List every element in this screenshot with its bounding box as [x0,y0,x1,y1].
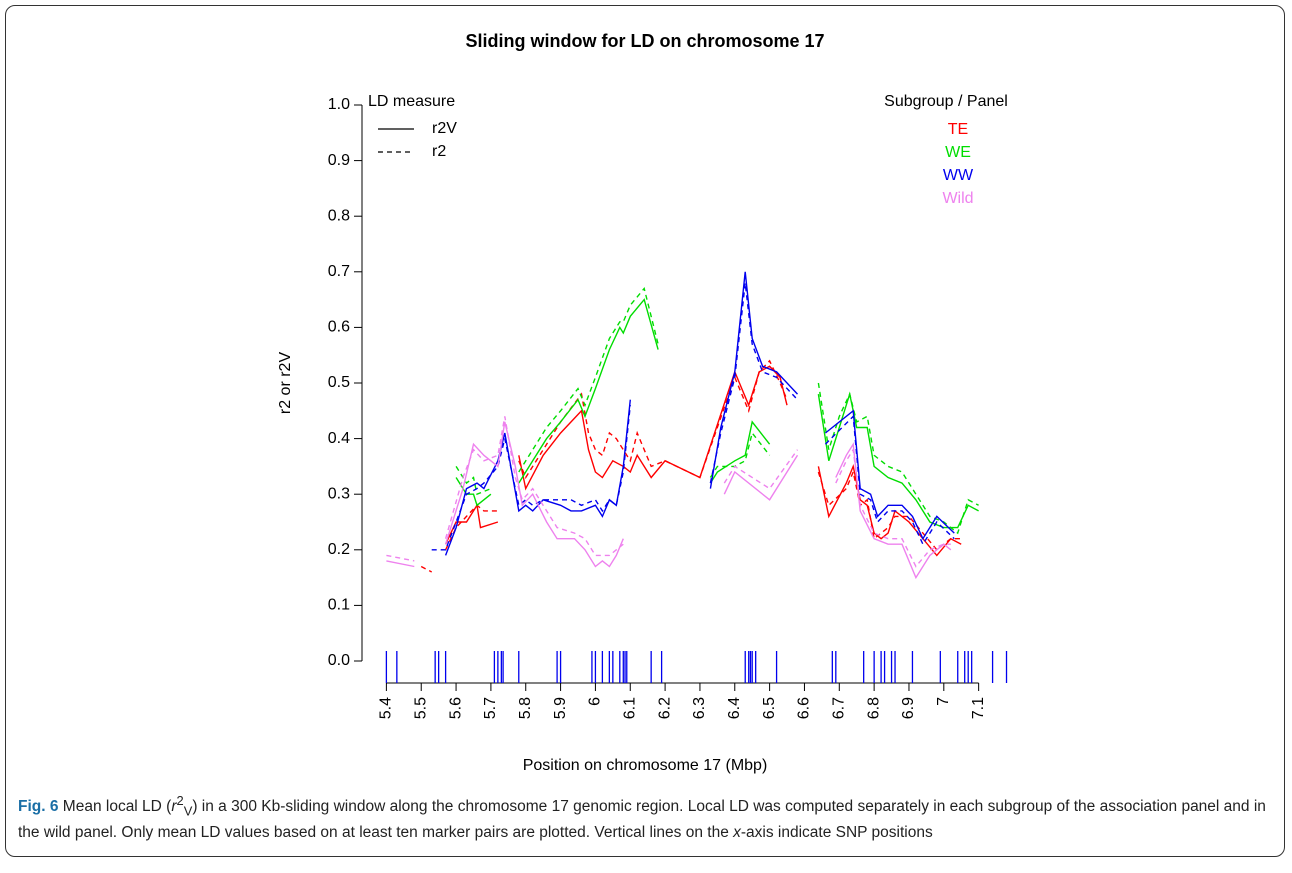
caption-text: x [733,824,741,842]
caption: Fig. 6 Mean local LD (r2V) in a 300 Kb-s… [18,790,1276,844]
x-tick-label: 6.4 [726,697,743,719]
caption-text: -axis indicate SNP positions [740,824,933,842]
y-tick-label: 0.2 [328,541,350,558]
caption-text: Mean local LD ( [62,798,172,816]
caption-text: V [183,803,193,819]
legend-label: r2V [432,120,457,137]
legend-label: r2 [432,143,446,160]
x-tick-label: 7.1 [970,697,987,719]
y-tick-label: 0.3 [328,485,350,502]
x-tick-label: 5.8 [517,697,534,719]
y-tick-label: 0.4 [328,430,350,447]
series-line [444,271,955,556]
y-axis-label: r2 or r2V [277,352,294,415]
y-tick-label: 0.6 [328,319,350,336]
caption-text: 2 [176,793,184,808]
series-line [455,286,979,535]
series-line [431,282,955,551]
x-tick-label: 6.9 [900,697,917,719]
x-tick-label: 7 [935,697,952,706]
y-tick-label: 0.8 [328,207,350,224]
series-line [455,298,979,529]
chart: Sliding window for LD on chromosome 17 P… [277,31,1008,774]
y-tick-label: 0.1 [328,597,350,614]
y-tick-label: 0.9 [328,152,350,169]
legend-title: LD measure [368,93,455,110]
caption-text: ) in a 300 Kb-sliding window along the c… [18,798,1266,842]
x-tick-label: 5.9 [552,697,569,719]
y-tick-label: 1.0 [328,96,350,113]
x-tick-label: 6.2 [656,697,673,719]
x-tick-label: 5.5 [412,697,429,719]
x-tick-label: 6.3 [691,697,708,719]
x-tick-label: 5.6 [447,697,464,719]
caption-label: Fig. 6 [18,798,59,816]
figure-frame [5,5,1285,857]
y-tick-label: 0.0 [328,652,350,669]
series-line [386,421,952,580]
x-axis-label: Position on chromosome 17 (Mbp) [523,757,768,774]
legend-label: TE [948,121,968,138]
x-tick-label: 6.6 [796,697,813,719]
x-tick-label: 6 [587,697,604,706]
legend-title: Subgroup / Panel [884,93,1008,110]
y-tick-label: 0.5 [328,374,350,391]
caption-text: r [171,798,177,816]
y-tick-label: 0.7 [328,263,350,280]
legend-label: WE [945,144,971,161]
chart-title: Sliding window for LD on chromosome 17 [465,31,824,51]
x-tick-label: 6.5 [761,697,778,719]
x-tick-label: 6.8 [865,697,882,719]
x-tick-label: 5.4 [378,697,395,719]
series-line [444,365,962,557]
legend-label: WW [943,167,974,184]
legend-label: Wild [942,190,973,207]
x-tick-label: 5.7 [482,697,499,719]
x-tick-label: 6.1 [621,697,638,719]
series-line [420,359,962,573]
x-tick-label: 6.7 [831,697,848,719]
